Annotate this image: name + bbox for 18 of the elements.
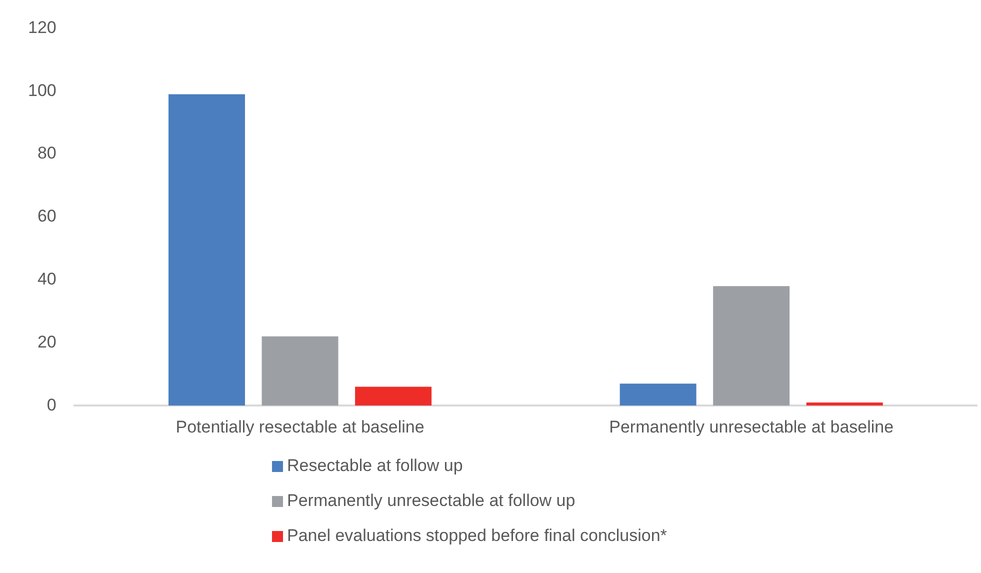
y-tick-label: 120 (28, 18, 56, 37)
y-tick-label: 60 (37, 206, 56, 226)
y-tick-label: 100 (28, 80, 56, 100)
legend-label: Resectable at follow up (287, 456, 463, 476)
bar (168, 94, 245, 406)
y-tick-label: 80 (37, 144, 56, 163)
bar (620, 384, 696, 406)
bar (355, 386, 432, 406)
y-tick-label: 40 (37, 269, 56, 288)
bar (806, 402, 883, 406)
bar (262, 336, 338, 406)
bar (713, 286, 790, 406)
y-tick-label: 0 (46, 395, 56, 414)
legend-label: Panel evaluations stopped before final conclusion* (287, 526, 667, 546)
legend-label: Permanently unresectable at follow up (287, 491, 576, 511)
y-tick-label: 20 (37, 332, 56, 352)
x-tick-label: Permanently unresectable at baseline (609, 417, 894, 436)
x-tick-label: Potentially resectable at baseline (176, 417, 424, 436)
